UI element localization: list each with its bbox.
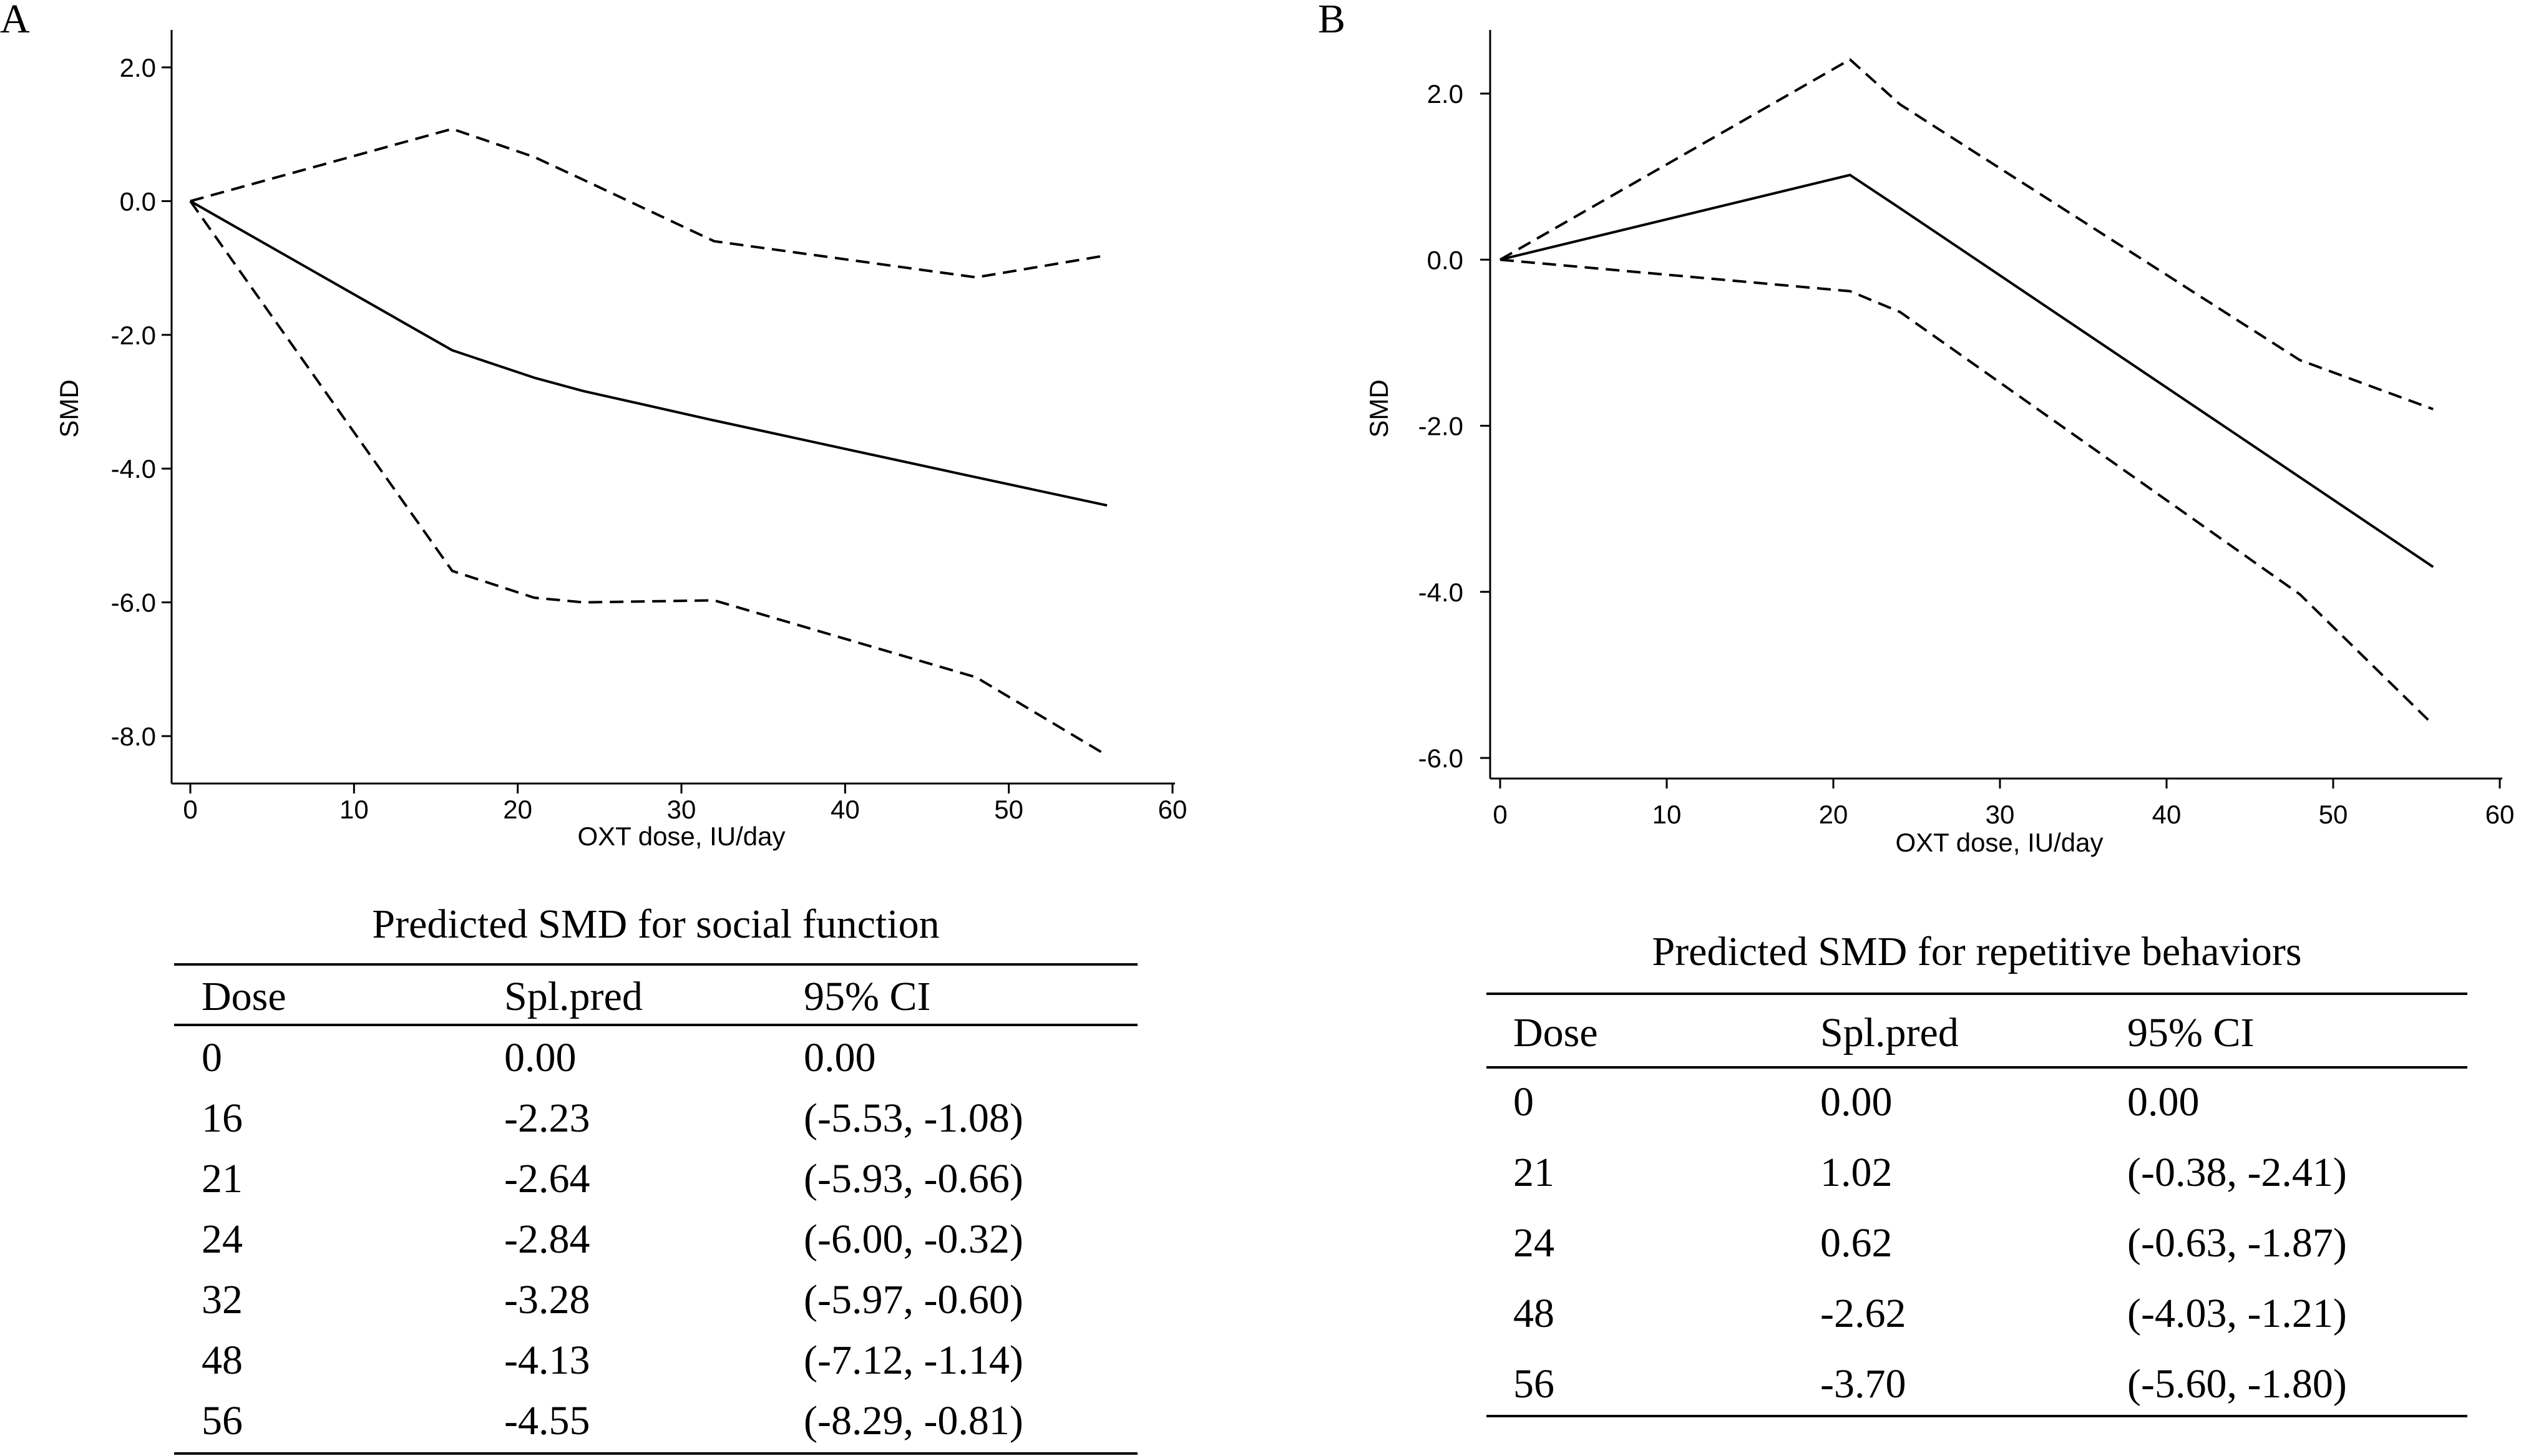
x-tick-label: 40 bbox=[831, 795, 860, 824]
table-cell: 48 bbox=[1513, 1291, 1554, 1336]
table-cell: -2.62 bbox=[1820, 1291, 1906, 1336]
y-tick-label: 2.0 bbox=[120, 53, 156, 82]
table-cell: -2.23 bbox=[504, 1095, 590, 1141]
x-tick-label: 50 bbox=[2319, 800, 2348, 829]
table-cell: 0 bbox=[202, 1035, 222, 1080]
x-tick-label: 20 bbox=[1819, 800, 1848, 829]
table-title: Predicted SMD for social function bbox=[372, 901, 939, 947]
table-cell: 24 bbox=[1513, 1220, 1554, 1266]
y-tick-label: -8.0 bbox=[111, 722, 156, 751]
table-cell: 0.00 bbox=[504, 1035, 577, 1080]
table-header-cell: Dose bbox=[202, 974, 286, 1019]
table-header-cell: Spl.pred bbox=[504, 974, 643, 1019]
x-axis-label: OXT dose, IU/day bbox=[577, 822, 785, 851]
table-cell: -4.55 bbox=[504, 1398, 590, 1444]
table-cell: (-5.53, -1.08) bbox=[804, 1095, 1023, 1141]
panel-b: B 2.0 0.0 -2.0 -4.0 -6.0 0 10 20 30 40 50 60 OXT dose… bbox=[1318, 0, 2515, 1417]
table-cell: (-8.29, -0.81) bbox=[804, 1398, 1023, 1444]
table-header-cell: Spl.pred bbox=[1820, 1010, 1959, 1056]
table-cell: 56 bbox=[202, 1398, 243, 1444]
series-line-prediction bbox=[190, 200, 1108, 507]
series-line-ci-bound bbox=[189, 200, 1108, 757]
y-axis-label: SMD bbox=[54, 379, 84, 437]
y-tick-label: -2.0 bbox=[1418, 412, 1463, 441]
table-header-cell: 95% CI bbox=[804, 974, 930, 1019]
y-tick-label: -4.0 bbox=[111, 454, 156, 483]
table-cell: 16 bbox=[202, 1095, 243, 1141]
x-tick-label: 0 bbox=[1493, 800, 1507, 829]
y-tick-label: 2.0 bbox=[1427, 79, 1463, 109]
y-tick-label: -2.0 bbox=[111, 321, 156, 350]
table-cell: (-6.00, -0.32) bbox=[804, 1216, 1023, 1262]
series-line-ci-bound bbox=[1499, 258, 2434, 726]
table-cell: 21 bbox=[202, 1156, 243, 1201]
panel-a: A 2.0 0.0 -2.0 -4.0 -6.0 -8.0 0 10 20 30 40 50 60 OXT … bbox=[0, 0, 1187, 1455]
series-line-prediction bbox=[1499, 173, 2434, 568]
x-tick-label: 0 bbox=[183, 795, 197, 824]
x-axis-label: OXT dose, IU/day bbox=[1895, 828, 2103, 857]
table-cell: 56 bbox=[1513, 1361, 1554, 1407]
table-cell: 32 bbox=[202, 1277, 243, 1323]
table-cell: (-7.12, -1.14) bbox=[804, 1337, 1023, 1383]
table-cell: (-5.97, -0.60) bbox=[804, 1277, 1023, 1323]
table-cell: 24 bbox=[202, 1216, 243, 1262]
table-cell: 48 bbox=[202, 1337, 243, 1383]
table-header-cell: 95% CI bbox=[2127, 1010, 2254, 1056]
table-cell: -4.13 bbox=[504, 1337, 590, 1383]
table-cell: 1.02 bbox=[1820, 1150, 1893, 1195]
table-cell: 0.62 bbox=[1820, 1220, 1893, 1266]
table-cell: (-0.63, -1.87) bbox=[2127, 1220, 2347, 1266]
table-cell: -3.28 bbox=[504, 1277, 590, 1323]
x-tick-label: 40 bbox=[2152, 800, 2182, 829]
series-line-ci-bound bbox=[190, 127, 1108, 279]
y-tick-label: 0.0 bbox=[1427, 245, 1463, 274]
y-axis-label: SMD bbox=[1364, 379, 1393, 437]
x-tick-label: 10 bbox=[1652, 800, 1682, 829]
table-cell: 0.00 bbox=[804, 1035, 876, 1080]
table-cell: -2.84 bbox=[504, 1216, 590, 1262]
x-tick-label: 30 bbox=[1986, 800, 2015, 829]
table-cell: -3.70 bbox=[1820, 1361, 1906, 1407]
table-header-cell: Dose bbox=[1513, 1010, 1598, 1056]
table-cell: (-5.93, -0.66) bbox=[804, 1156, 1023, 1201]
x-tick-label: 30 bbox=[667, 795, 696, 824]
table-cell: 21 bbox=[1513, 1150, 1554, 1195]
table-cell: -2.64 bbox=[504, 1156, 590, 1201]
table-cell: 0.00 bbox=[2127, 1079, 2200, 1125]
table-cell: 0 bbox=[1513, 1079, 1534, 1125]
y-tick-label: 0.0 bbox=[120, 187, 156, 216]
series-line-ci-bound bbox=[1499, 58, 2434, 410]
y-tick-label: -6.0 bbox=[1418, 744, 1463, 773]
x-tick-label: 60 bbox=[1158, 795, 1187, 824]
table-cell: (-5.60, -1.80) bbox=[2127, 1361, 2347, 1407]
x-tick-label: 10 bbox=[339, 795, 369, 824]
x-tick-label: 50 bbox=[994, 795, 1023, 824]
table-cell: (-4.03, -1.21) bbox=[2127, 1291, 2347, 1336]
table-cell: (-0.38, -2.41) bbox=[2127, 1150, 2347, 1195]
y-tick-label: -6.0 bbox=[111, 588, 156, 618]
table-cell: 0.00 bbox=[1820, 1079, 1893, 1125]
x-tick-label: 60 bbox=[2485, 800, 2515, 829]
x-tick-label: 20 bbox=[503, 795, 532, 824]
table-title: Predicted SMD for repetitive behaviors bbox=[1652, 929, 2301, 974]
y-tick-label: -4.0 bbox=[1418, 578, 1463, 607]
panel-letter: B bbox=[1318, 0, 1345, 42]
panel-letter: A bbox=[0, 0, 30, 42]
